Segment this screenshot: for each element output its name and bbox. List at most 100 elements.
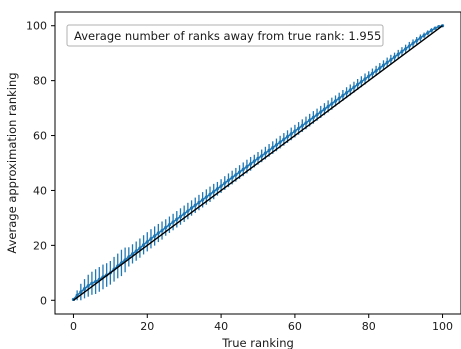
data-point bbox=[164, 225, 168, 230]
data-point bbox=[278, 140, 282, 144]
chart-axes: 0 20 40 60 80 100 0 20 40 60 80 100 bbox=[26, 11, 461, 333]
data-point bbox=[215, 187, 219, 191]
data-point bbox=[400, 49, 404, 54]
data-point bbox=[178, 214, 183, 219]
data-point bbox=[374, 69, 378, 73]
data-point bbox=[315, 113, 319, 117]
data-point bbox=[304, 121, 308, 125]
data-point bbox=[241, 167, 245, 171]
data-point bbox=[392, 55, 397, 59]
data-point bbox=[389, 58, 393, 62]
data-point bbox=[226, 178, 231, 182]
data-point bbox=[167, 223, 172, 227]
x-tick-label: 0 bbox=[70, 320, 77, 333]
data-point bbox=[381, 63, 386, 67]
data-point bbox=[237, 170, 242, 174]
data-point bbox=[186, 209, 190, 213]
data-point bbox=[230, 175, 234, 180]
y-tick-label: 80 bbox=[33, 75, 47, 88]
data-point bbox=[348, 88, 352, 92]
data-point bbox=[82, 287, 87, 291]
data-point bbox=[418, 36, 422, 40]
y-tick-label: 100 bbox=[26, 20, 47, 33]
data-point bbox=[267, 148, 271, 152]
y-tick-label: 40 bbox=[33, 184, 47, 197]
data-point bbox=[285, 135, 290, 139]
data-point bbox=[156, 231, 160, 235]
data-point bbox=[378, 66, 382, 70]
data-point bbox=[171, 220, 175, 224]
data-point bbox=[300, 124, 304, 128]
data-point bbox=[130, 252, 135, 256]
annotation-frame bbox=[66, 24, 384, 47]
data-point bbox=[330, 102, 334, 106]
data-point bbox=[367, 74, 371, 78]
data-point bbox=[407, 44, 411, 48]
data-point bbox=[271, 146, 275, 150]
data-point bbox=[260, 154, 264, 158]
data-point bbox=[326, 104, 330, 109]
data-point bbox=[308, 118, 312, 122]
data-point bbox=[289, 132, 293, 136]
data-point bbox=[311, 115, 315, 120]
data-point bbox=[422, 33, 426, 37]
data-point bbox=[189, 206, 194, 210]
data-point bbox=[245, 164, 249, 169]
data-point bbox=[145, 240, 149, 244]
x-axis-label: True ranking bbox=[221, 336, 294, 349]
data-point bbox=[249, 162, 253, 166]
annotation-text: Average number of ranks away from true r… bbox=[74, 29, 381, 43]
data-point bbox=[79, 290, 83, 294]
data-point bbox=[263, 151, 267, 155]
data-point bbox=[90, 281, 94, 285]
data-point bbox=[160, 228, 164, 233]
data-point bbox=[319, 110, 323, 114]
data-point bbox=[175, 217, 179, 221]
y-tick-label: 0 bbox=[40, 294, 47, 307]
data-point bbox=[411, 41, 415, 45]
data-point bbox=[363, 77, 367, 81]
data-point bbox=[153, 234, 157, 238]
data-point bbox=[433, 26, 437, 30]
data-point bbox=[370, 71, 375, 76]
x-tick-label: 100 bbox=[432, 320, 453, 333]
data-point bbox=[204, 195, 208, 199]
chart-marks bbox=[71, 24, 445, 302]
x-tick-label: 60 bbox=[288, 320, 302, 333]
y-tick-label: 20 bbox=[33, 239, 47, 252]
data-point bbox=[359, 80, 363, 84]
data-point bbox=[344, 91, 349, 95]
data-point bbox=[212, 189, 216, 194]
data-point bbox=[182, 212, 186, 216]
x-tick-label: 20 bbox=[140, 320, 154, 333]
data-point bbox=[208, 192, 212, 196]
data-point bbox=[219, 184, 223, 188]
data-point bbox=[138, 246, 142, 250]
data-point bbox=[385, 60, 389, 65]
annotation-box: Average number of ranks away from true r… bbox=[66, 24, 384, 47]
x-tick-label: 80 bbox=[362, 320, 376, 333]
data-point bbox=[404, 47, 408, 51]
data-point bbox=[193, 203, 197, 207]
plot-frame bbox=[54, 11, 461, 315]
data-point bbox=[429, 28, 434, 32]
data-point bbox=[201, 198, 205, 202]
data-point bbox=[86, 284, 90, 288]
y-tick-label: 60 bbox=[33, 130, 47, 143]
x-tick-label: 40 bbox=[214, 320, 228, 333]
data-point bbox=[297, 126, 301, 131]
data-point bbox=[197, 200, 201, 205]
data-point bbox=[256, 156, 260, 160]
data-point bbox=[341, 93, 345, 98]
y-axis-label: Average approximation ranking bbox=[5, 72, 19, 253]
data-point bbox=[293, 129, 297, 133]
data-point bbox=[352, 85, 356, 89]
data-point bbox=[396, 52, 400, 56]
data-point bbox=[234, 173, 238, 177]
data-point bbox=[426, 31, 430, 35]
data-point bbox=[322, 107, 327, 111]
data-point bbox=[274, 143, 279, 147]
data-point bbox=[415, 38, 419, 43]
